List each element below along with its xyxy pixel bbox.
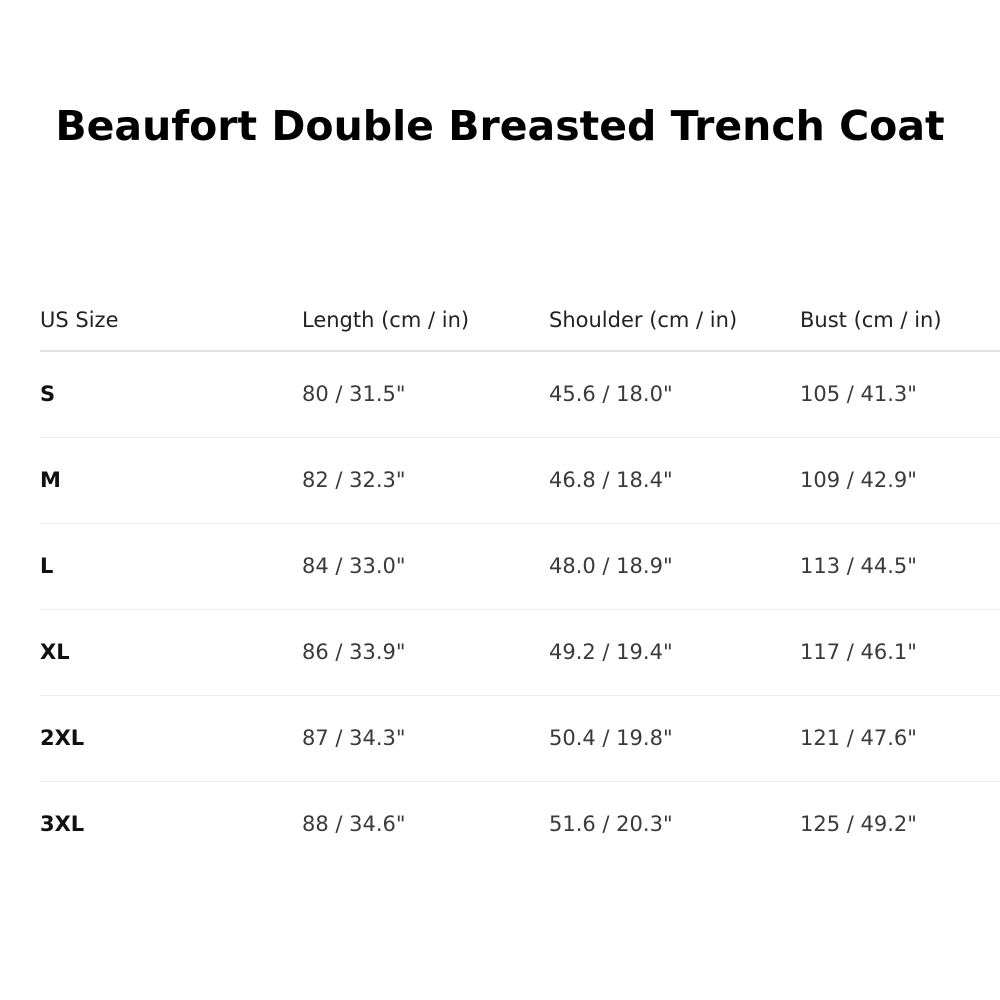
cell-bust: 121 / 47.6" — [800, 726, 917, 750]
header-bust: Bust (cm / in) — [800, 308, 942, 332]
table-row: 3XL 88 / 34.6" 51.6 / 20.3" 125 / 49.2" — [40, 782, 1000, 867]
cell-bust: 113 / 44.5" — [800, 554, 917, 578]
cell-bust: 109 / 42.9" — [800, 468, 917, 492]
header-us-size: US Size — [40, 308, 119, 332]
header-shoulder: Shoulder (cm / in) — [549, 308, 738, 332]
table-header: US Size Length (cm / in) Shoulder (cm / … — [40, 274, 1000, 352]
cell-length: 84 / 33.0" — [302, 554, 406, 578]
cell-size: L — [40, 554, 54, 578]
cell-size: 2XL — [40, 726, 85, 750]
table-row: 2XL 87 / 34.3" 50.4 / 19.8" 121 / 47.6" — [40, 696, 1000, 782]
cell-length: 82 / 32.3" — [302, 468, 406, 492]
cell-size: 3XL — [40, 812, 85, 836]
cell-length: 86 / 33.9" — [302, 640, 406, 664]
cell-shoulder: 49.2 / 19.4" — [549, 640, 673, 664]
table-row: S 80 / 31.5" 45.6 / 18.0" 105 / 41.3" — [40, 352, 1000, 438]
cell-shoulder: 50.4 / 19.8" — [549, 726, 673, 750]
cell-bust: 117 / 46.1" — [800, 640, 917, 664]
cell-length: 88 / 34.6" — [302, 812, 406, 836]
header-length: Length (cm / in) — [302, 308, 470, 332]
cell-size: M — [40, 468, 61, 492]
cell-shoulder: 48.0 / 18.9" — [549, 554, 673, 578]
table-row: XL 86 / 33.9" 49.2 / 19.4" 117 / 46.1" — [40, 610, 1000, 696]
cell-size: S — [40, 382, 56, 406]
cell-bust: 105 / 41.3" — [800, 382, 917, 406]
table-row: L 84 / 33.0" 48.0 / 18.9" 113 / 44.5" — [40, 524, 1000, 610]
cell-length: 87 / 34.3" — [302, 726, 406, 750]
cell-shoulder: 51.6 / 20.3" — [549, 812, 673, 836]
page-title: Beaufort Double Breasted Trench Coat — [55, 102, 945, 150]
cell-size: XL — [40, 640, 70, 664]
table-row: M 82 / 32.3" 46.8 / 18.4" 109 / 42.9" — [40, 438, 1000, 524]
cell-shoulder: 45.6 / 18.0" — [549, 382, 673, 406]
cell-length: 80 / 31.5" — [302, 382, 406, 406]
size-chart-table: US Size Length (cm / in) Shoulder (cm / … — [40, 274, 1000, 867]
cell-shoulder: 46.8 / 18.4" — [549, 468, 673, 492]
cell-bust: 125 / 49.2" — [800, 812, 917, 836]
